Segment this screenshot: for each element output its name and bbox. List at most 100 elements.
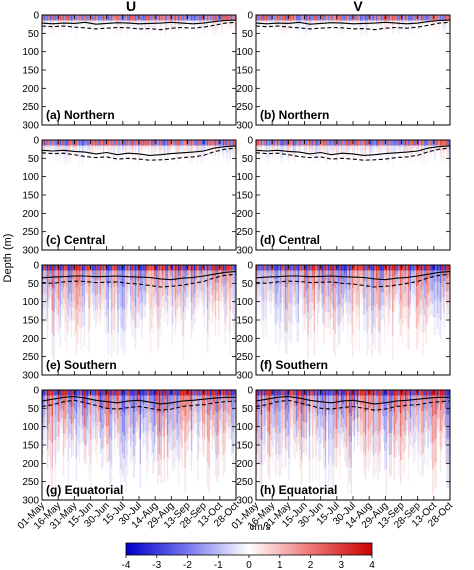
heatmap-cell bbox=[198, 297, 201, 308]
heatmap-cell bbox=[408, 146, 410, 151]
heatmap-cell bbox=[297, 417, 300, 431]
heatmap-cell bbox=[345, 301, 348, 314]
heatmap-cell bbox=[80, 15, 82, 21]
heatmap-cell bbox=[268, 145, 271, 152]
heatmap-cell bbox=[64, 434, 66, 449]
heatmap-cell bbox=[66, 332, 68, 355]
heatmap-cell bbox=[198, 148, 201, 153]
heatmap-cell bbox=[114, 140, 116, 146]
heatmap-cell bbox=[190, 410, 193, 431]
heatmap-cell bbox=[83, 305, 86, 326]
heatmap-cell bbox=[344, 22, 346, 26]
heatmap-cell bbox=[106, 282, 108, 300]
heatmap-cell bbox=[117, 152, 119, 159]
heatmap-cell bbox=[90, 439, 92, 465]
heatmap-cell bbox=[123, 140, 126, 146]
heatmap-cell bbox=[91, 293, 94, 304]
heatmap-cell bbox=[202, 15, 204, 21]
heatmap-cell bbox=[50, 415, 52, 441]
heatmap-cell bbox=[345, 15, 348, 21]
heatmap-cell bbox=[115, 265, 118, 271]
heatmap-cell bbox=[178, 275, 180, 287]
heatmap-cell bbox=[424, 265, 426, 271]
heatmap-cell bbox=[72, 265, 74, 271]
heatmap-cell bbox=[342, 281, 344, 299]
heatmap-cell bbox=[179, 144, 182, 150]
heatmap-cell bbox=[163, 459, 166, 483]
heatmap-cell bbox=[102, 145, 105, 151]
heatmap-cell bbox=[360, 420, 362, 437]
heatmap-cell bbox=[377, 390, 380, 396]
heatmap-cell bbox=[364, 30, 367, 36]
heatmap-cell bbox=[128, 281, 130, 291]
heatmap-cell bbox=[430, 153, 432, 159]
heatmap-cell bbox=[154, 390, 156, 409]
heatmap-cell bbox=[385, 285, 388, 296]
heatmap-cell bbox=[150, 328, 153, 350]
heatmap-cell bbox=[369, 292, 372, 307]
heatmap-cell bbox=[162, 140, 164, 146]
heatmap-cell bbox=[202, 390, 204, 396]
heatmap-cell bbox=[307, 15, 309, 21]
heatmap-cell bbox=[194, 390, 196, 396]
heatmap-cell bbox=[176, 265, 178, 271]
heatmap-cell bbox=[53, 265, 55, 271]
heatmap-cell bbox=[308, 24, 311, 29]
heatmap-cell bbox=[364, 150, 367, 157]
heatmap-cell bbox=[379, 265, 381, 271]
heatmap-cell bbox=[347, 23, 349, 28]
panel-background bbox=[42, 140, 236, 250]
heatmap-cell bbox=[155, 401, 158, 413]
heatmap-cell bbox=[154, 286, 156, 297]
heatmap-cell bbox=[141, 390, 143, 396]
heatmap-cell bbox=[446, 291, 448, 305]
heatmap-cell bbox=[131, 150, 134, 156]
heatmap-cell bbox=[416, 156, 417, 161]
heatmap-cell bbox=[224, 430, 226, 452]
heatmap-cell bbox=[348, 301, 351, 315]
heatmap-cell bbox=[202, 27, 204, 32]
heatmap-cell bbox=[299, 23, 301, 28]
heatmap-cell bbox=[300, 390, 303, 396]
heatmap-cell bbox=[109, 149, 111, 153]
heatmap-cell bbox=[232, 140, 234, 146]
heatmap-cell bbox=[377, 21, 380, 26]
heatmap-cell bbox=[80, 148, 82, 152]
heatmap-cell bbox=[313, 332, 316, 355]
heatmap-cell bbox=[155, 390, 158, 402]
heatmap-cell bbox=[305, 406, 308, 423]
heatmap-cell bbox=[58, 140, 60, 146]
heatmap-cell bbox=[102, 409, 105, 429]
heatmap-cell bbox=[358, 140, 360, 146]
heatmap-cell bbox=[112, 307, 114, 329]
heatmap-cell bbox=[91, 148, 94, 153]
heatmap-cell bbox=[176, 15, 178, 21]
solid-depth-line bbox=[41, 145, 237, 156]
heatmap-cell bbox=[358, 27, 359, 31]
heatmap-cell bbox=[316, 323, 319, 343]
heatmap-cell bbox=[150, 148, 153, 154]
heatmap-cell bbox=[377, 330, 380, 353]
heatmap-cell bbox=[419, 19, 421, 24]
heatmap-cell bbox=[136, 146, 138, 150]
heatmap-cell bbox=[377, 144, 380, 149]
heatmap-cell bbox=[342, 19, 344, 25]
heatmap-cell bbox=[198, 405, 201, 422]
heatmap-cell bbox=[134, 445, 137, 464]
heatmap-cell bbox=[43, 403, 46, 417]
heatmap-cell bbox=[146, 283, 148, 294]
heatmap-cell bbox=[133, 146, 135, 151]
heatmap-cell bbox=[315, 412, 317, 435]
heatmap-cell bbox=[150, 265, 153, 271]
heatmap-cell bbox=[110, 15, 113, 21]
heatmap-cell bbox=[200, 265, 202, 271]
heatmap-cell bbox=[149, 411, 151, 423]
heatmap-cell bbox=[122, 411, 124, 433]
heatmap-cell bbox=[101, 448, 103, 469]
heatmap-cell bbox=[305, 439, 308, 456]
heatmap-cell bbox=[46, 449, 49, 469]
heatmap-cell bbox=[194, 293, 196, 309]
heatmap-cell bbox=[275, 304, 277, 325]
heatmap-cell bbox=[368, 390, 370, 411]
heatmap-cell bbox=[284, 147, 287, 151]
